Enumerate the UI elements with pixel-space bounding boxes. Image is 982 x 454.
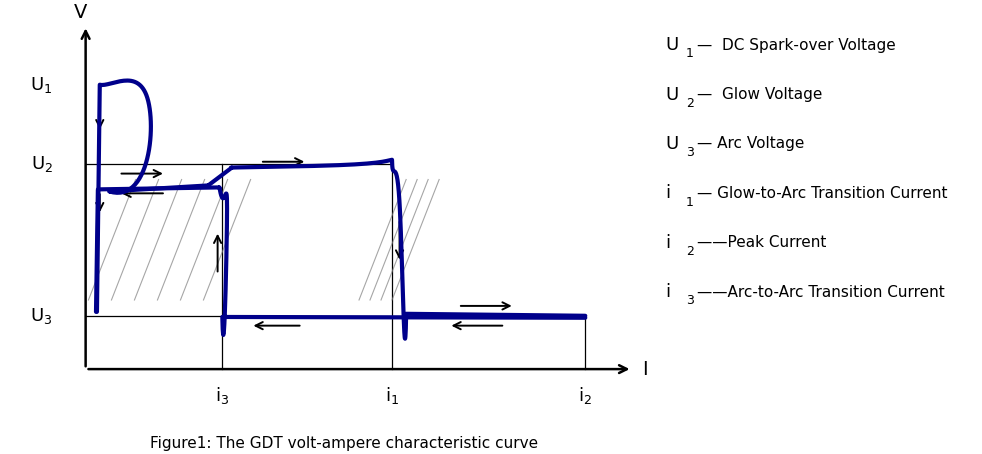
Text: U$_1$: U$_1$: [30, 75, 53, 95]
Text: i: i: [666, 234, 671, 252]
Text: 2: 2: [686, 97, 694, 110]
Text: U: U: [666, 36, 679, 54]
Text: i$_3$: i$_3$: [215, 385, 230, 406]
Text: U$_2$: U$_2$: [30, 154, 53, 174]
Text: 3: 3: [686, 146, 694, 159]
Text: — Arc Voltage: — Arc Voltage: [696, 137, 804, 152]
Text: U$_3$: U$_3$: [30, 306, 53, 326]
Text: i$_2$: i$_2$: [578, 385, 592, 406]
Text: i: i: [666, 184, 671, 202]
Text: i$_1$: i$_1$: [385, 385, 399, 406]
Text: U: U: [666, 86, 679, 104]
Text: 2: 2: [686, 245, 694, 258]
Text: ——Peak Current: ——Peak Current: [696, 235, 826, 250]
Text: 1: 1: [686, 196, 694, 208]
Text: —  Glow Voltage: — Glow Voltage: [696, 87, 822, 102]
Text: —  DC Spark-over Voltage: — DC Spark-over Voltage: [696, 38, 896, 53]
Text: 1: 1: [686, 47, 694, 60]
Text: I: I: [642, 360, 647, 379]
Text: i: i: [666, 283, 671, 301]
Text: 3: 3: [686, 294, 694, 307]
Text: ——Arc-to-Arc Transition Current: ——Arc-to-Arc Transition Current: [696, 285, 945, 300]
Text: Figure1: The GDT volt-ampere characteristic curve: Figure1: The GDT volt-ampere characteris…: [149, 436, 538, 451]
Text: — Glow-to-Arc Transition Current: — Glow-to-Arc Transition Current: [696, 186, 947, 201]
Text: U: U: [666, 135, 679, 153]
Text: V: V: [75, 3, 87, 21]
